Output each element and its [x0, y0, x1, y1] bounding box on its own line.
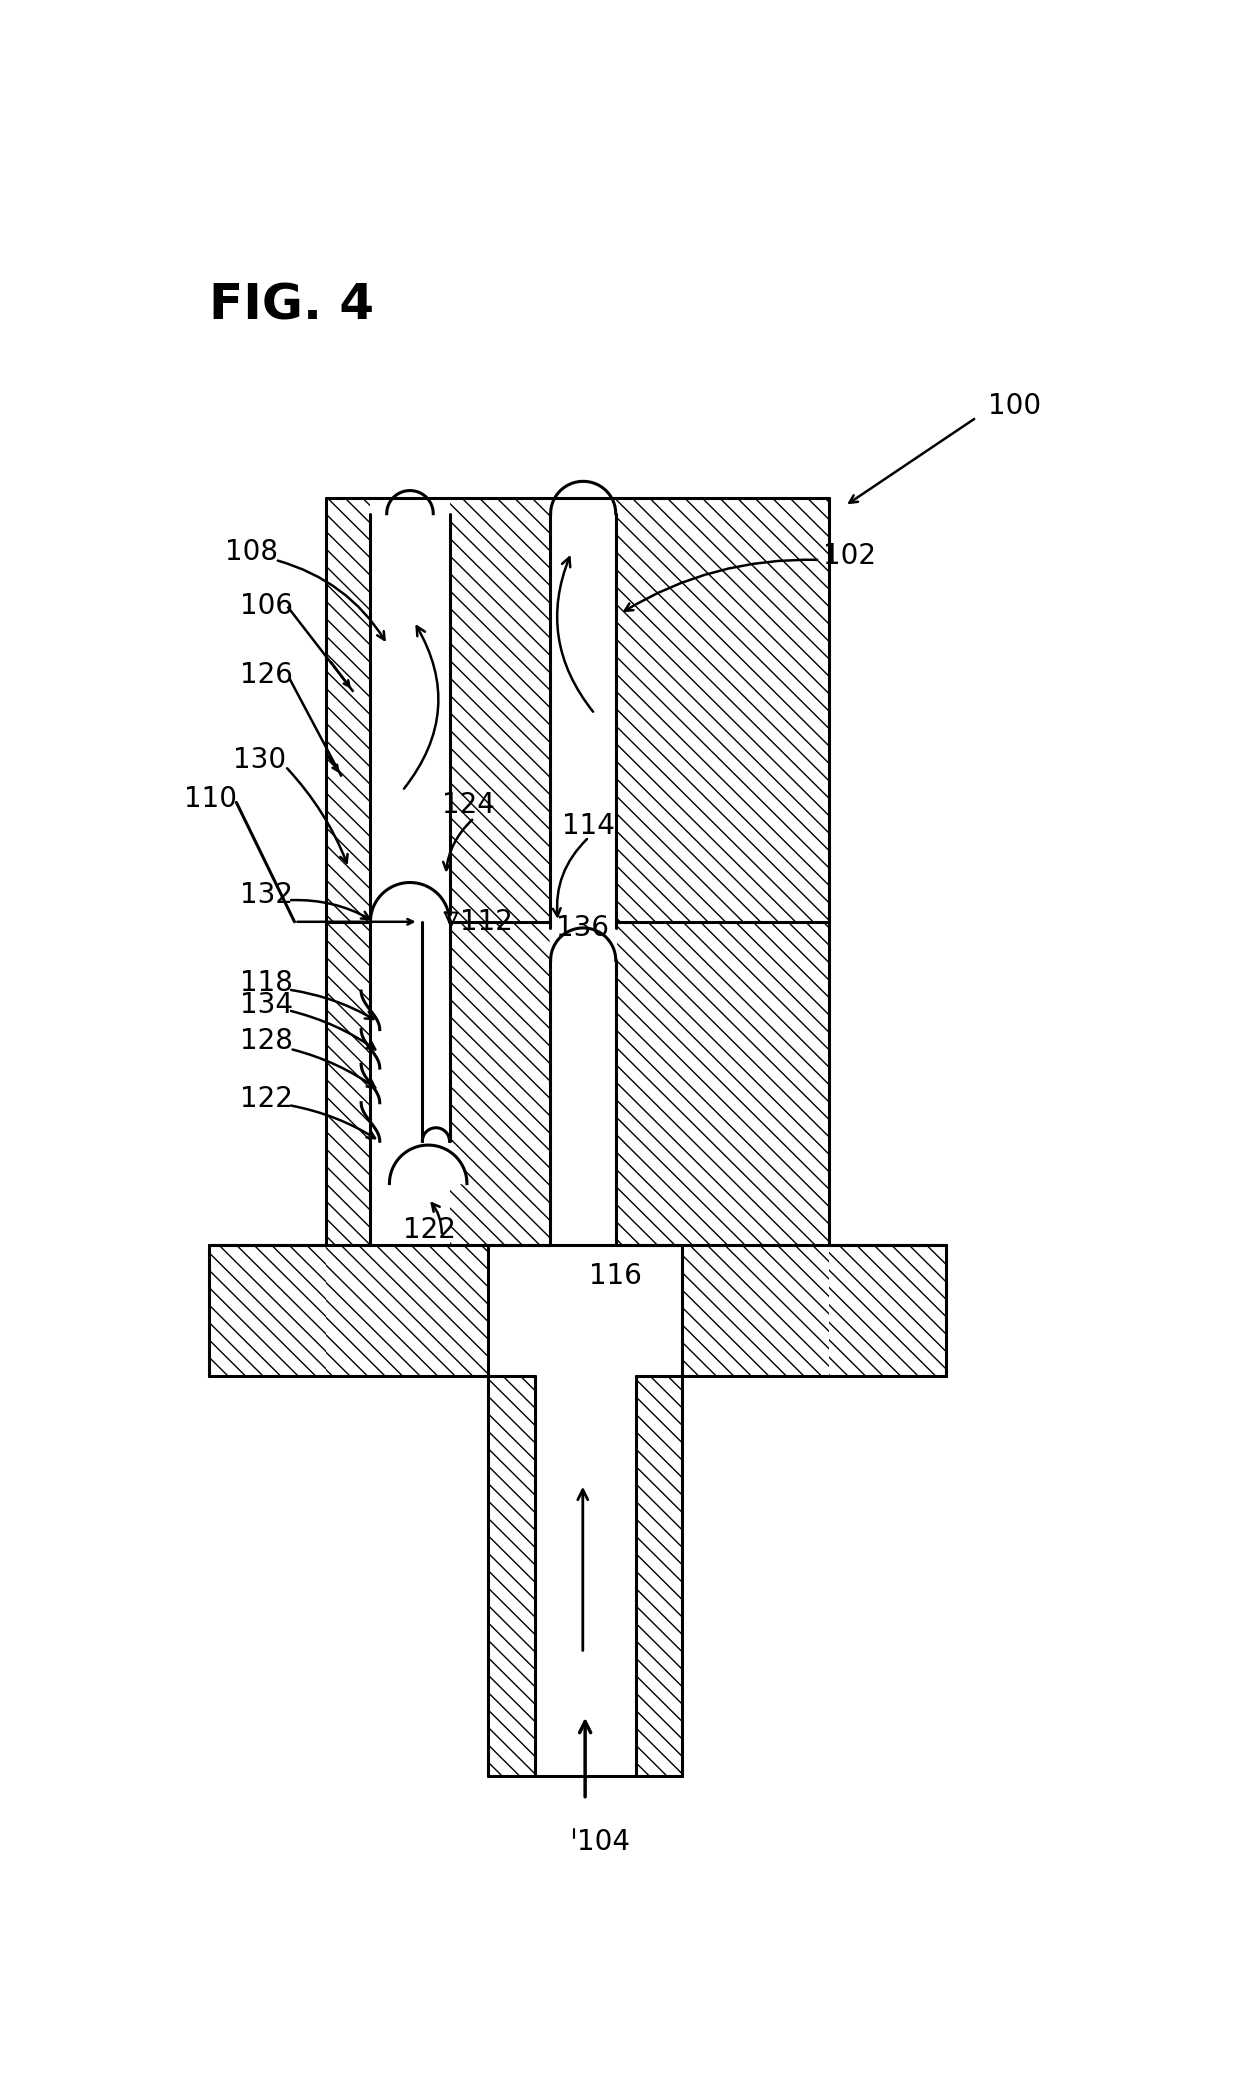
Polygon shape — [374, 1146, 467, 1184]
Polygon shape — [449, 497, 551, 921]
Text: 116: 116 — [589, 1261, 642, 1291]
FancyArrowPatch shape — [557, 558, 593, 712]
Polygon shape — [534, 1377, 635, 1776]
FancyArrowPatch shape — [291, 1012, 376, 1050]
FancyArrowPatch shape — [293, 1050, 376, 1087]
Text: 130: 130 — [233, 745, 285, 775]
Polygon shape — [551, 546, 616, 928]
Text: 112: 112 — [460, 907, 512, 936]
Polygon shape — [445, 913, 458, 926]
FancyArrowPatch shape — [288, 768, 347, 863]
FancyArrowPatch shape — [849, 420, 975, 504]
FancyArrowPatch shape — [404, 626, 439, 789]
Polygon shape — [325, 921, 371, 1245]
Polygon shape — [551, 481, 616, 546]
Text: 136: 136 — [556, 913, 609, 942]
Polygon shape — [635, 1377, 682, 1776]
Polygon shape — [371, 882, 449, 961]
Text: 124: 124 — [441, 791, 495, 819]
Polygon shape — [551, 921, 616, 1245]
Polygon shape — [423, 1142, 449, 1154]
Text: 132: 132 — [241, 882, 293, 909]
Text: 114: 114 — [562, 812, 615, 840]
Polygon shape — [371, 491, 449, 537]
Polygon shape — [325, 497, 371, 921]
Polygon shape — [489, 1245, 682, 1377]
Polygon shape — [325, 1245, 489, 1377]
Polygon shape — [371, 537, 449, 882]
FancyArrowPatch shape — [291, 991, 373, 1018]
Polygon shape — [830, 1245, 945, 1377]
FancyArrowPatch shape — [553, 840, 587, 917]
Text: 104: 104 — [578, 1828, 630, 1856]
Polygon shape — [449, 921, 551, 1245]
Text: 122: 122 — [241, 1085, 293, 1112]
Text: FIG. 4: FIG. 4 — [210, 281, 374, 330]
Text: 122: 122 — [403, 1215, 456, 1245]
FancyArrowPatch shape — [625, 560, 817, 611]
FancyArrowPatch shape — [278, 560, 384, 640]
Polygon shape — [616, 921, 830, 1245]
FancyArrowPatch shape — [432, 1203, 441, 1232]
FancyArrowPatch shape — [443, 821, 472, 869]
FancyArrowPatch shape — [291, 900, 370, 919]
Text: 100: 100 — [988, 393, 1042, 420]
Text: 106: 106 — [241, 592, 293, 619]
Text: 118: 118 — [241, 970, 293, 997]
Polygon shape — [210, 1245, 325, 1377]
Polygon shape — [616, 497, 830, 921]
Text: 110: 110 — [185, 785, 237, 812]
FancyArrowPatch shape — [291, 1106, 374, 1138]
Text: 108: 108 — [224, 537, 278, 567]
Text: 102: 102 — [823, 542, 875, 571]
Text: 126: 126 — [241, 661, 293, 688]
Polygon shape — [423, 921, 449, 1142]
Polygon shape — [551, 928, 616, 993]
Text: 134: 134 — [241, 991, 293, 1018]
Polygon shape — [489, 1377, 534, 1776]
Text: 128: 128 — [241, 1026, 293, 1056]
Polygon shape — [682, 1245, 830, 1377]
